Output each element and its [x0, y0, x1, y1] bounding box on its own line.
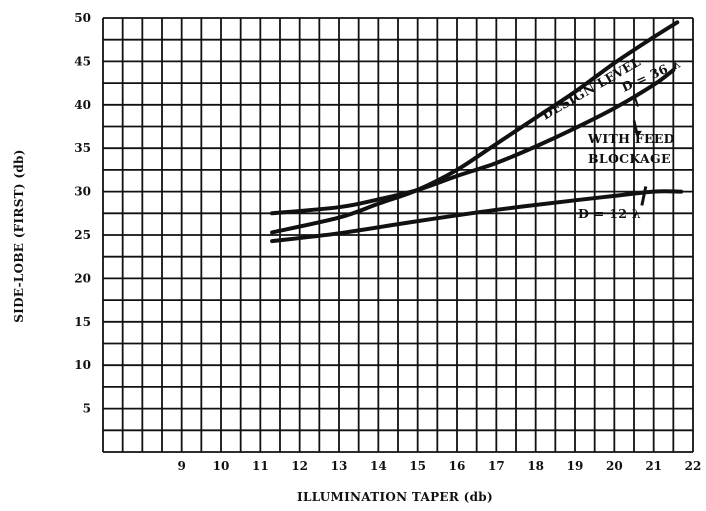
- x-tick-label-13: 13: [331, 459, 348, 473]
- y-tick-label-30: 30: [74, 185, 91, 199]
- x-tick-label-16: 16: [449, 459, 466, 473]
- x-tick-label-11: 11: [252, 459, 269, 473]
- y-tick-label-15: 15: [74, 315, 91, 329]
- y-tick-label-40: 40: [74, 98, 91, 112]
- grid: [102, 17, 694, 453]
- x-tick-label-22: 22: [685, 459, 702, 473]
- series-line-d-36-lambda: [270, 68, 676, 216]
- x-tick-label-12: 12: [291, 459, 308, 473]
- y-tick-label-10: 10: [74, 358, 91, 372]
- pointer-d-12-lambda: [640, 186, 648, 206]
- y-axis-label: SIDE-LOBE (FIRST) (db): [12, 149, 26, 322]
- x-tick-label-17: 17: [488, 459, 505, 473]
- pointer-with-feed-blockage-head: [633, 130, 642, 137]
- annotation-d-12-lambda: D = 12 λ: [578, 206, 641, 221]
- x-tick-label-18: 18: [527, 459, 544, 473]
- series-line-d-12-lambda: [270, 189, 684, 244]
- annotation-with-feed: WITH FEED: [587, 131, 675, 146]
- annotation-blockage: BLOCKAGE: [588, 151, 671, 166]
- series-curves: [270, 20, 684, 244]
- series-line-design-level: [270, 20, 680, 235]
- x-tick-label-19: 19: [567, 459, 584, 473]
- x-axis-label: ILLUMINATION TAPER (db): [297, 490, 493, 504]
- x-tick-label-20: 20: [606, 459, 623, 473]
- y-tick-label-35: 35: [74, 141, 91, 155]
- x-tick-label-9: 9: [177, 459, 185, 473]
- x-tick-label-21: 21: [645, 459, 662, 473]
- pointer-d-36-lambda: [633, 94, 639, 107]
- y-tick-label-25: 25: [74, 228, 91, 242]
- x-tick-label-10: 10: [213, 459, 230, 473]
- x-tick-labels: 9 10 11 12 13 14 15 16 17 18 19 20 21 22: [177, 459, 701, 473]
- x-tick-label-14: 14: [370, 459, 387, 473]
- y-tick-label-20: 20: [74, 271, 91, 285]
- y-tick-label-50: 50: [74, 11, 91, 25]
- annotation-pointers: [632, 94, 648, 206]
- y-tick-label-5: 5: [83, 402, 91, 416]
- y-tick-label-45: 45: [74, 54, 91, 68]
- x-tick-label-15: 15: [409, 459, 426, 473]
- y-tick-labels: 5 10 15 20 25 30 35 40 45 50: [74, 11, 91, 416]
